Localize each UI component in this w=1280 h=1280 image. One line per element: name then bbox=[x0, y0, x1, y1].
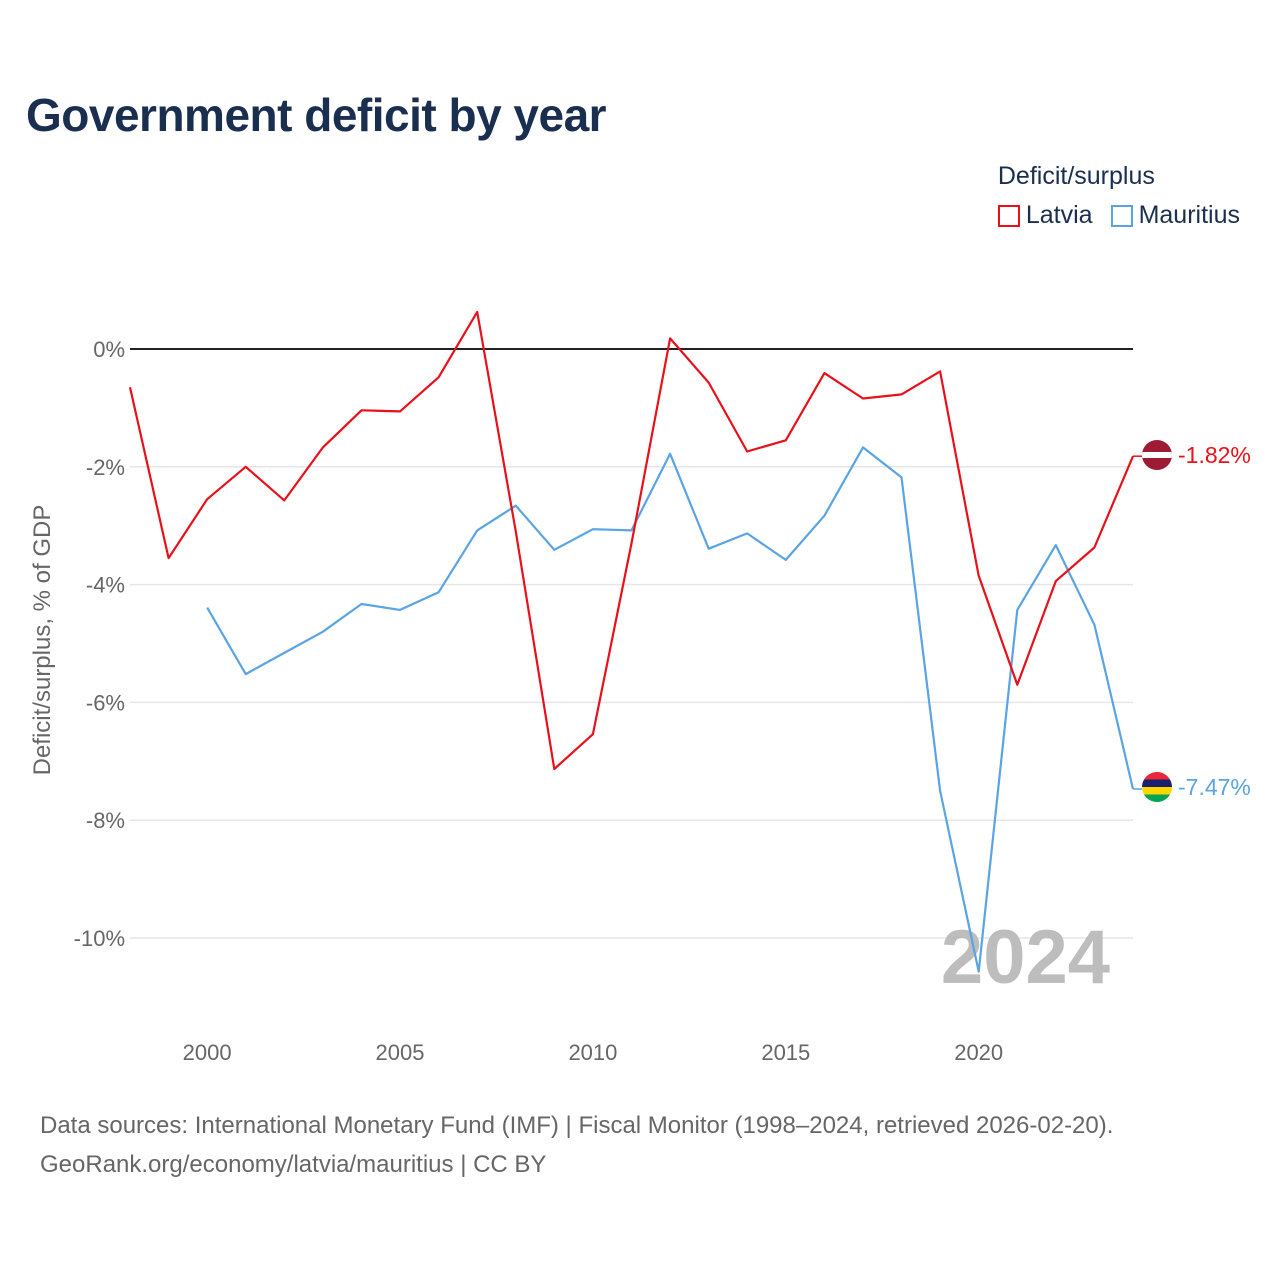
y-tick-label: -4% bbox=[86, 573, 125, 598]
gridlines bbox=[130, 466, 1133, 939]
series-layer bbox=[128, 310, 1142, 973]
legend-title: Deficit/surplus bbox=[997, 162, 1155, 190]
legend-item-latvia[interactable]: Latvia bbox=[997, 201, 1093, 230]
x-axis-ticks: 2000 2005 2010 2015 2020 bbox=[183, 1040, 1003, 1065]
legend-swatch-mauritius bbox=[1110, 204, 1133, 227]
end-label-latvia: -1.82% bbox=[1178, 442, 1251, 468]
y-tick-label: -8% bbox=[86, 808, 125, 833]
chart-title: Government deficit by year bbox=[26, 89, 607, 141]
footer: Data sources: International Monetary Fun… bbox=[40, 1106, 1113, 1184]
y-tick-label: 0% bbox=[93, 337, 125, 362]
line-chart: 0%-2%-4%-6%-8%-10% 2000 2005 2010 2015 2020 … bbox=[29, 310, 1251, 1065]
series-line-latvia bbox=[128, 310, 1135, 771]
y-axis-ticks: 0% -2% -4% -6% -8% -10% bbox=[74, 337, 125, 951]
source-link[interactable]: GeoRank.org/economy/latvia/mauritius | C… bbox=[40, 1151, 547, 1178]
y-tick-label: -6% bbox=[86, 690, 125, 715]
legend-swatch-latvia bbox=[997, 204, 1020, 227]
x-tick-label: 2015 bbox=[761, 1040, 810, 1065]
source-note: Data sources: International Monetary Fun… bbox=[40, 1112, 1114, 1139]
legend-item-mauritius[interactable]: Mauritius bbox=[1110, 201, 1240, 230]
series-line-mauritius bbox=[206, 446, 1135, 973]
y-tick-label: -2% bbox=[86, 455, 125, 480]
x-tick-label: 2000 bbox=[183, 1040, 232, 1065]
legend-label-mauritius: Mauritius bbox=[1138, 201, 1240, 229]
mauritius-flag-icon bbox=[1142, 772, 1172, 802]
y-axis-label: Deficit/surplus, % of GDP bbox=[29, 505, 56, 776]
x-tick-label: 2005 bbox=[376, 1040, 425, 1065]
legend: Deficit/surplus Latvia Mauritius bbox=[997, 162, 1240, 230]
end-label-mauritius: -7.47% bbox=[1178, 774, 1251, 800]
x-tick-label: 2020 bbox=[954, 1040, 1003, 1065]
latvia-flag-icon bbox=[1142, 440, 1172, 470]
year-watermark: 2024 bbox=[941, 915, 1110, 1000]
y-tick-label: -10% bbox=[74, 926, 125, 951]
legend-label-latvia: Latvia bbox=[1025, 201, 1093, 229]
x-tick-label: 2010 bbox=[568, 1040, 617, 1065]
